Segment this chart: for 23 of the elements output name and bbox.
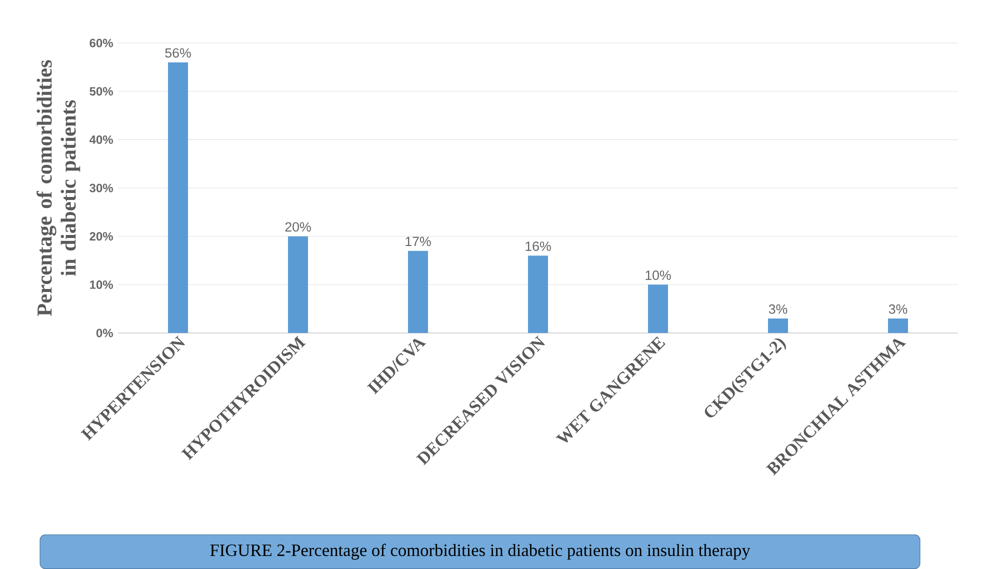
data-label: 20%: [285, 222, 311, 232]
y-tick-label: 10%: [90, 280, 113, 289]
caption: FIGURE 2-Percentage of comorbidities in diabetic patients on insulin therapy: [210, 544, 750, 560]
data-label: 3%: [768, 304, 788, 314]
bar: [888, 318, 908, 333]
y-tick-label: 0%: [96, 328, 113, 338]
bar: [168, 62, 188, 333]
y-tick-label: 40%: [89, 135, 113, 144]
y-tick-label: 20%: [90, 232, 113, 241]
bar: [528, 256, 548, 333]
data-label: 17%: [406, 236, 431, 246]
bar: [648, 284, 668, 333]
y-tick-label: 50%: [90, 87, 113, 96]
y-tick-label: 60%: [90, 38, 113, 48]
data-label: 16%: [526, 242, 551, 251]
bar: [768, 318, 788, 333]
y-axis-title: Percentage of comorbidities in diabetic patients: [36, 60, 80, 316]
bar: [288, 236, 308, 333]
y-tick-label: 30%: [90, 184, 113, 192]
bar: [408, 250, 428, 333]
data-label: 3%: [888, 304, 908, 314]
data-label: 10%: [646, 270, 671, 280]
data-label: 56%: [165, 48, 191, 58]
